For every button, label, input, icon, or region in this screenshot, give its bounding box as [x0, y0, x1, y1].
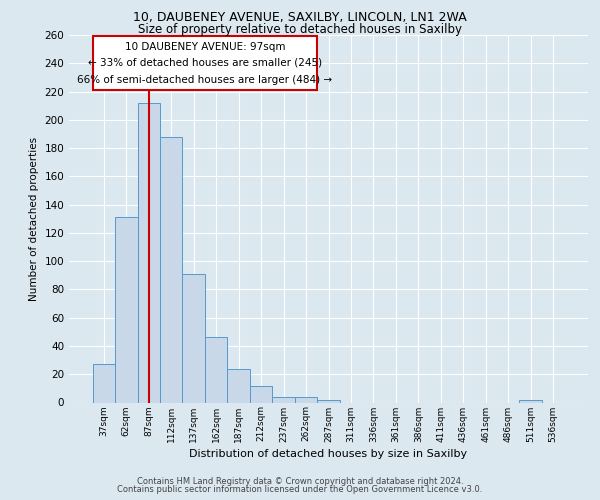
Bar — [115, 218, 137, 402]
Bar — [182, 274, 205, 402]
Bar — [520, 400, 542, 402]
Text: 10 DAUBENEY AVENUE: 97sqm: 10 DAUBENEY AVENUE: 97sqm — [125, 42, 285, 52]
X-axis label: Distribution of detached houses by size in Saxilby: Distribution of detached houses by size … — [190, 448, 467, 458]
Text: Contains HM Land Registry data © Crown copyright and database right 2024.: Contains HM Land Registry data © Crown c… — [137, 477, 463, 486]
Text: ← 33% of detached houses are smaller (245): ← 33% of detached houses are smaller (24… — [88, 58, 322, 68]
Y-axis label: Number of detached properties: Number of detached properties — [29, 136, 39, 301]
Bar — [295, 397, 317, 402]
Text: 66% of semi-detached houses are larger (484) →: 66% of semi-detached houses are larger (… — [77, 74, 332, 85]
Bar — [92, 364, 115, 403]
Text: Size of property relative to detached houses in Saxilby: Size of property relative to detached ho… — [138, 22, 462, 36]
Bar — [205, 338, 227, 402]
Bar — [137, 103, 160, 403]
Bar — [317, 400, 340, 402]
FancyBboxPatch shape — [92, 36, 317, 90]
Bar — [250, 386, 272, 402]
Text: Contains public sector information licensed under the Open Government Licence v3: Contains public sector information licen… — [118, 485, 482, 494]
Text: 10, DAUBENEY AVENUE, SAXILBY, LINCOLN, LN1 2WA: 10, DAUBENEY AVENUE, SAXILBY, LINCOLN, L… — [133, 12, 467, 24]
Bar — [227, 368, 250, 402]
Bar — [160, 137, 182, 402]
Bar — [272, 397, 295, 402]
